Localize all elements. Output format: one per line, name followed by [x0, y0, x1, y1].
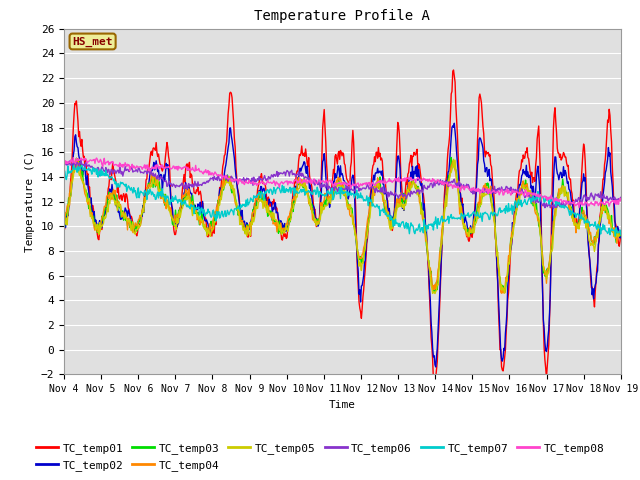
TC_temp07 — [70, 165, 78, 170]
Line: TC_temp08: TC_temp08 — [64, 157, 621, 208]
TC_temp08 — [411, 177, 419, 182]
Line: TC_temp05: TC_temp05 — [64, 159, 621, 294]
TC_temp03 — [214, 205, 221, 211]
TC_temp04 — [411, 181, 419, 187]
TC_temp06 — [128, 166, 136, 171]
TC_temp04 — [498, 290, 506, 296]
TC_temp02 — [426, 297, 434, 302]
Line: TC_temp01: TC_temp01 — [64, 70, 621, 388]
TC_temp07 — [78, 163, 86, 168]
TC_temp06 — [70, 161, 78, 167]
TC_temp05 — [70, 167, 78, 173]
TC_temp07 — [214, 210, 222, 216]
TC_temp03 — [410, 180, 418, 185]
TC_temp04 — [617, 228, 625, 234]
TC_temp04 — [185, 186, 193, 192]
TC_temp01 — [184, 168, 192, 173]
TC_temp02 — [451, 120, 458, 126]
Line: TC_temp07: TC_temp07 — [64, 166, 621, 236]
TC_temp04 — [214, 199, 222, 205]
TC_temp07 — [428, 221, 435, 227]
TC_temp05 — [426, 274, 434, 279]
Text: HS_met: HS_met — [72, 36, 113, 47]
TC_temp07 — [411, 231, 419, 237]
TC_temp07 — [617, 232, 625, 238]
TC_temp03 — [431, 290, 439, 296]
Line: TC_temp02: TC_temp02 — [64, 123, 621, 367]
TC_temp03 — [184, 192, 192, 198]
Title: Temperature Profile A: Temperature Profile A — [255, 10, 430, 24]
TC_temp01 — [410, 149, 418, 155]
TC_temp06 — [214, 172, 222, 178]
TC_temp08 — [617, 198, 625, 204]
Y-axis label: Temperature (C): Temperature (C) — [25, 151, 35, 252]
Line: TC_temp03: TC_temp03 — [64, 157, 621, 293]
TC_temp08 — [71, 160, 79, 166]
TC_temp01 — [70, 112, 78, 118]
TC_temp01 — [431, 385, 439, 391]
X-axis label: Time: Time — [329, 400, 356, 409]
TC_temp03 — [60, 228, 68, 233]
TC_temp02 — [617, 232, 625, 238]
TC_temp08 — [70, 155, 77, 160]
TC_temp03 — [426, 271, 434, 276]
TC_temp03 — [617, 232, 625, 238]
TC_temp08 — [128, 161, 136, 167]
TC_temp06 — [77, 157, 85, 163]
TC_temp02 — [60, 228, 68, 234]
TC_temp07 — [128, 188, 136, 193]
TC_temp08 — [60, 161, 68, 167]
TC_temp01 — [617, 230, 625, 236]
TC_temp02 — [214, 205, 221, 211]
TC_temp02 — [432, 364, 440, 370]
TC_temp07 — [60, 173, 68, 179]
TC_temp05 — [410, 180, 418, 186]
TC_temp01 — [450, 67, 458, 73]
TC_temp06 — [185, 180, 193, 186]
TC_temp06 — [550, 206, 557, 212]
TC_temp04 — [70, 169, 78, 175]
TC_temp01 — [426, 311, 434, 317]
TC_temp02 — [184, 187, 192, 192]
TC_temp04 — [128, 223, 136, 228]
TC_temp02 — [410, 168, 418, 174]
TC_temp08 — [185, 168, 193, 173]
TC_temp06 — [617, 194, 625, 200]
TC_temp06 — [411, 190, 419, 195]
TC_temp04 — [74, 156, 82, 162]
TC_temp04 — [60, 215, 68, 220]
TC_temp03 — [447, 155, 455, 160]
TC_temp03 — [70, 167, 78, 172]
Line: TC_temp04: TC_temp04 — [64, 159, 621, 293]
Line: TC_temp06: TC_temp06 — [64, 160, 621, 209]
TC_temp05 — [450, 156, 458, 162]
TC_temp07 — [185, 204, 193, 210]
TC_temp02 — [127, 220, 135, 226]
TC_temp01 — [214, 202, 221, 207]
TC_temp01 — [60, 220, 68, 226]
TC_temp01 — [127, 214, 135, 219]
TC_temp03 — [127, 219, 135, 225]
TC_temp05 — [431, 291, 439, 297]
TC_temp06 — [428, 180, 435, 186]
TC_temp08 — [575, 205, 583, 211]
TC_temp08 — [214, 172, 222, 178]
TC_temp07 — [612, 233, 620, 239]
TC_temp05 — [184, 194, 192, 200]
TC_temp05 — [617, 229, 625, 235]
TC_temp05 — [60, 216, 68, 222]
TC_temp06 — [60, 161, 68, 167]
TC_temp05 — [214, 211, 221, 216]
TC_temp08 — [428, 178, 435, 184]
TC_temp02 — [70, 147, 78, 153]
Legend: TC_temp01, TC_temp02, TC_temp03, TC_temp04, TC_temp05, TC_temp06, TC_temp07, TC_: TC_temp01, TC_temp02, TC_temp03, TC_temp… — [31, 439, 609, 475]
TC_temp04 — [428, 271, 435, 277]
TC_temp05 — [127, 228, 135, 234]
